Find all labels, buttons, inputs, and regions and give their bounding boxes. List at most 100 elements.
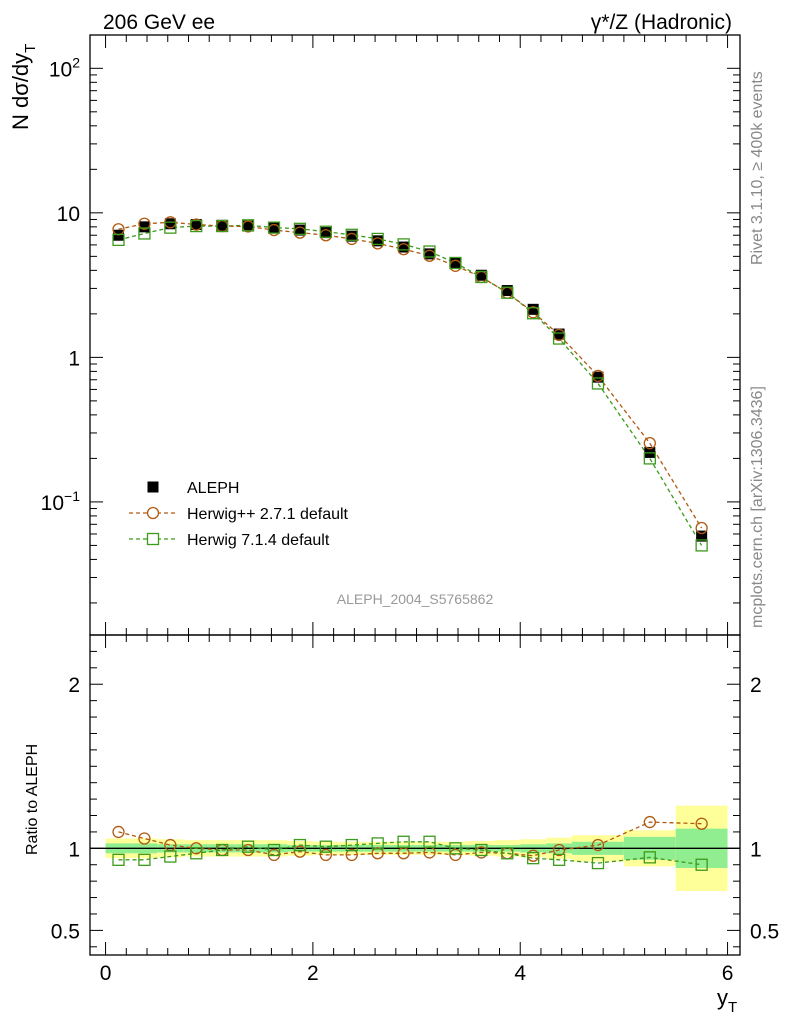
ratio-panel-frame: [89, 634, 741, 956]
legend-herwigpp-label: Herwig++ 2.7.1 default: [187, 506, 349, 523]
ratio-series-line: [118, 841, 702, 866]
herwig7-data-point: [449, 256, 462, 270]
main-ytick-label: 1: [68, 347, 80, 370]
ratio-herwigpp-point: [293, 845, 307, 858]
ratio-y-axis-label: Ratio to ALEPH: [24, 744, 41, 855]
herwig7-data-point: [371, 232, 384, 246]
herwig7-data-point: [164, 221, 177, 234]
herwig7-data-point: [397, 238, 410, 251]
ratio-herwig7-point: [695, 858, 708, 871]
ratio-series-line: [118, 821, 702, 857]
xtick-label: 6: [722, 962, 734, 985]
ratio-herwig7-point: [241, 840, 255, 853]
aleph-data-point: [553, 328, 565, 340]
main-panel: 102 10 1 10−1: [41, 34, 741, 636]
ratio-herwig7-point: [643, 851, 656, 864]
aleph-data-point: [592, 371, 604, 383]
legend-herwig7-marker: [146, 532, 160, 546]
aleph-data-point: [424, 248, 436, 260]
legend-herwig7-label: Herwig 7.1.4 default: [187, 532, 330, 549]
main-series-line: [118, 224, 703, 546]
ratio-herwigpp-point: [449, 848, 462, 862]
ratio-ytick-label-left: 2: [68, 674, 80, 697]
aleph-data-point: [449, 257, 461, 269]
aleph-data-point: [501, 285, 513, 297]
herwig7-data-point: [423, 245, 436, 258]
legend-aleph-marker: [147, 481, 159, 493]
herwig7-data-point: [293, 222, 307, 235]
analysis-id-label: ALEPH_2004_S5765862: [337, 591, 494, 607]
ratio-herwigpp-point: [643, 815, 656, 829]
aleph-data-point: [242, 220, 254, 232]
aleph-data-point: [320, 227, 332, 239]
ratio-herwig7-point: [591, 856, 605, 870]
ratio-herwig7-point: [216, 843, 229, 857]
ratio-herwig7-point: [267, 843, 281, 857]
herwig7-data-point: [216, 219, 229, 233]
herwig7-data-point: [241, 219, 255, 232]
x-axis-label: yT: [717, 985, 737, 1016]
ratio-herwig7-point: [138, 853, 151, 866]
ratio-ytick-label-left: 1: [68, 838, 80, 861]
ratio-herwig7-point: [371, 837, 384, 850]
herwig7-data-point: [591, 377, 605, 390]
herwig7-data-point: [552, 332, 566, 345]
main-y-axis-label: N dσ/dyT: [8, 44, 39, 130]
ratio-herwigpp-point: [552, 843, 566, 857]
herwig7-data-point: [501, 286, 514, 299]
herwig7-data-point: [138, 227, 151, 240]
legend: ALEPH Herwig++ 2.7.1 default Herwig 7.1.…: [129, 480, 349, 549]
ratio-herwig7-point: [423, 835, 436, 848]
ratio-herwig7-point: [293, 838, 307, 852]
aleph-data-point: [372, 235, 384, 247]
ratio-herwig7-point: [527, 852, 540, 865]
ratio-panel: 2 2 1 1 0.5 0.5 0 2 4 6: [51, 634, 779, 985]
aleph-data-point: [696, 530, 708, 542]
ratio-herwig7-point: [552, 853, 566, 866]
herwigpp-data-point: [591, 369, 605, 383]
herwig7-data-point: [527, 307, 540, 320]
ratio-herwig7-point: [397, 835, 410, 848]
herwig7-data-point: [643, 452, 656, 465]
herwig7-data-point: [267, 221, 281, 234]
ratio-ytick-label-right: 0.5: [750, 920, 779, 943]
aleph-data-point: [190, 219, 202, 231]
ratio-herwigpp-point: [112, 825, 125, 839]
rivet-version-label: Rivet 3.1.10, ≥ 400k events: [749, 71, 766, 265]
herwig7-data-point: [345, 228, 358, 241]
herwigpp-data-point: [643, 437, 656, 450]
header-left-title: 206 GeV ee: [103, 11, 215, 34]
aleph-data-point: [527, 303, 539, 315]
aleph-data-point: [346, 230, 358, 242]
ratio-herwig7-point: [449, 842, 462, 855]
legend-herwigpp-marker: [146, 506, 160, 520]
ratio-herwigpp-point: [591, 838, 605, 852]
ratio-herwig7-point: [319, 840, 332, 853]
ratio-herwig7-point: [501, 847, 514, 860]
ratio-herwig7-point: [164, 850, 177, 863]
legend-aleph-label: ALEPH: [187, 480, 239, 497]
ratio-herwigpp-point: [695, 817, 708, 830]
herwig7-data-point: [319, 225, 332, 238]
ratio-herwigpp-point: [138, 832, 151, 845]
herwig7-data-point: [190, 219, 203, 233]
aleph-data-point: [475, 269, 487, 281]
main-ytick-label: 10: [57, 203, 80, 226]
xtick-label: 0: [100, 962, 112, 985]
xtick-label: 2: [307, 962, 319, 985]
herwigpp-data-point: [695, 521, 708, 535]
ratio-herwigpp-point: [371, 847, 384, 860]
ratio-herwig7-point: [112, 853, 125, 866]
header-right-title: γ*/Z (Hadronic): [591, 11, 732, 34]
xtick-label: 4: [514, 962, 526, 985]
ratio-ytick-label-left: 0.5: [51, 920, 80, 943]
herwig7-data-point: [695, 539, 708, 552]
mcplots-credit-label: mcplots.cern.ch [arXiv:1306.3436]: [749, 386, 766, 628]
ratio-herwig7-point: [475, 843, 488, 857]
ratio-ytick-label-right: 2: [750, 674, 762, 697]
herwigpp-data-point: [138, 217, 151, 230]
aleph-data-point: [138, 221, 150, 233]
main-ytick-label: 10−1: [41, 488, 81, 515]
aleph-data-point: [294, 224, 306, 236]
